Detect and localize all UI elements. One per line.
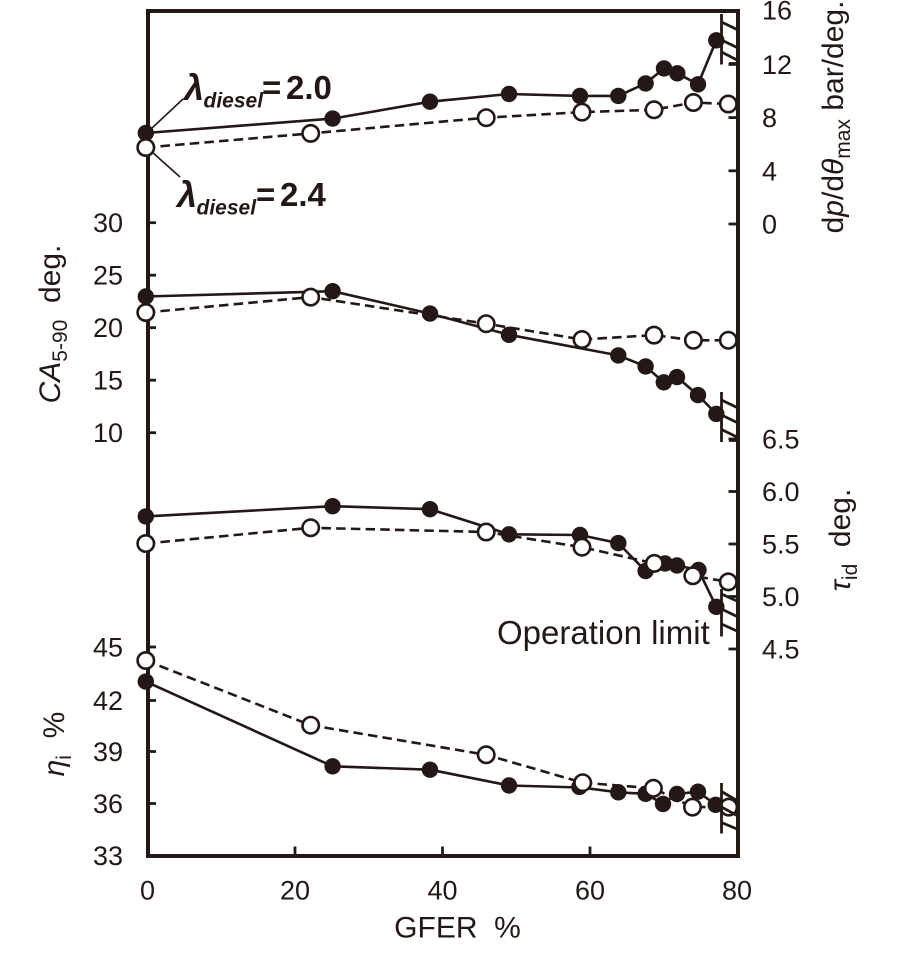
svg-text:λ: λ xyxy=(182,67,204,108)
svg-text:dp/dθmax bar/deg.: dp/dθmax bar/deg. xyxy=(817,1,855,234)
svg-text:20: 20 xyxy=(280,876,310,906)
svg-text:36: 36 xyxy=(93,789,123,819)
svg-text:GFER %: GFER % xyxy=(394,912,521,945)
svg-text:diesel: diesel xyxy=(197,197,258,220)
svg-text:5.5: 5.5 xyxy=(762,530,800,560)
svg-text:=: = xyxy=(256,176,275,213)
svg-text:6.5: 6.5 xyxy=(762,425,800,455)
svg-text:42: 42 xyxy=(93,686,123,716)
svg-text:10: 10 xyxy=(93,418,123,448)
svg-text:60: 60 xyxy=(575,876,605,906)
svg-text:15: 15 xyxy=(93,366,123,396)
svg-text:ηi %: ηi % xyxy=(38,712,76,777)
svg-text:80: 80 xyxy=(722,876,752,906)
svg-text:25: 25 xyxy=(93,261,123,291)
svg-text:4: 4 xyxy=(762,156,777,186)
svg-text:0: 0 xyxy=(762,210,777,240)
svg-text:30: 30 xyxy=(93,208,123,238)
svg-text:=: = xyxy=(262,69,281,106)
svg-text:Operation limit: Operation limit xyxy=(497,614,710,651)
svg-text:40: 40 xyxy=(427,876,457,906)
svg-text:0: 0 xyxy=(140,876,155,906)
svg-text:45: 45 xyxy=(93,633,123,663)
svg-text:4.5: 4.5 xyxy=(762,635,800,665)
svg-text:2.4: 2.4 xyxy=(280,176,327,213)
svg-text:33: 33 xyxy=(93,841,123,871)
svg-text:CA5-90 deg.: CA5-90 deg. xyxy=(34,245,72,404)
svg-text:τid deg.: τid deg. xyxy=(824,489,862,592)
svg-text:diesel: diesel xyxy=(204,90,265,113)
svg-text:6.0: 6.0 xyxy=(762,477,800,507)
svg-text:5.0: 5.0 xyxy=(762,582,800,612)
svg-text:λ: λ xyxy=(175,174,197,215)
svg-text:8: 8 xyxy=(762,103,777,133)
svg-text:20: 20 xyxy=(93,313,123,343)
svg-text:12: 12 xyxy=(762,50,792,80)
svg-text:16: 16 xyxy=(762,0,792,26)
svg-text:2.0: 2.0 xyxy=(286,69,332,106)
svg-text:39: 39 xyxy=(93,737,123,767)
